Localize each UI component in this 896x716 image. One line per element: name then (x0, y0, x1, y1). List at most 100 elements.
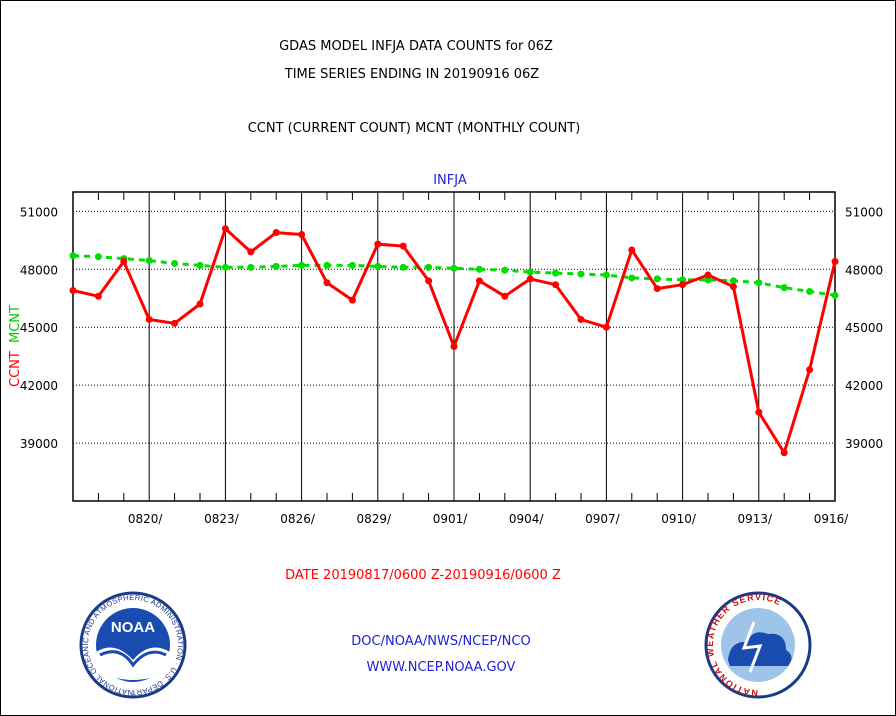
data-point-mcnt (399, 263, 407, 271)
series-mcnt (69, 252, 839, 299)
svg-text:NATIONAL OCEANIC AND ATMOSPHER: NATIONAL OCEANIC AND ATMOSPHERIC ADMINIS… (0, 0, 185, 697)
y-tick-label-right: 39000 (845, 437, 883, 451)
data-point-mcnt (831, 291, 839, 299)
data-point-ccnt (806, 366, 814, 374)
data-point-ccnt (552, 281, 560, 289)
y-axis-label-ccnt: CCNT (8, 351, 23, 387)
y-tick-label-left: 51000 (20, 205, 58, 219)
data-point-mcnt (526, 268, 534, 276)
data-point-ccnt (69, 286, 77, 294)
data-point-mcnt (602, 271, 610, 279)
data-point-ccnt (272, 229, 280, 237)
data-point-ccnt (196, 300, 204, 308)
data-point-mcnt (806, 287, 814, 295)
data-point-ccnt (501, 292, 509, 300)
x-tick-label: 0907/ (585, 512, 621, 526)
data-point-mcnt (94, 253, 102, 261)
data-point-ccnt (94, 292, 102, 300)
data-point-mcnt (298, 261, 306, 269)
data-point-mcnt (348, 261, 356, 269)
data-point-ccnt (704, 271, 712, 279)
series-ccnt (69, 225, 839, 457)
data-point-mcnt (628, 274, 636, 282)
x-tick-label: 0901/ (433, 512, 469, 526)
data-point-ccnt (628, 246, 636, 254)
x-tick-label: 0910/ (661, 512, 697, 526)
data-point-ccnt (577, 315, 585, 323)
noaa-ring-text: NATIONAL OCEANIC AND ATMOSPHERIC ADMINIS… (0, 0, 185, 697)
data-point-ccnt (526, 275, 534, 283)
data-point-mcnt (679, 276, 687, 284)
x-tick-label: 0913/ (738, 512, 774, 526)
data-point-ccnt (399, 242, 407, 250)
y-tick-label-left: 39000 (20, 437, 58, 451)
data-point-mcnt (552, 269, 560, 277)
data-point-mcnt (780, 284, 788, 292)
data-point-ccnt (450, 343, 458, 350)
data-point-mcnt (247, 263, 255, 271)
data-point-ccnt (729, 283, 737, 291)
data-point-mcnt (755, 279, 763, 287)
x-axis-tick-labels: 0820/0823/0826/0829/0901/0904/0907/0910/… (128, 512, 849, 526)
y-tick-label-left: 45000 (20, 321, 58, 335)
data-point-ccnt (171, 319, 179, 327)
data-point-mcnt (171, 259, 179, 267)
x-tick-label: 0823/ (204, 512, 240, 526)
y-tick-label-right: 42000 (845, 379, 883, 393)
x-tick-label: 0820/ (128, 512, 164, 526)
data-point-ccnt (653, 285, 661, 293)
data-point-mcnt (577, 270, 585, 278)
data-point-mcnt (501, 266, 509, 274)
y-tick-label-right: 45000 (845, 321, 883, 335)
org-path-label: DOC/NOAA/NWS/NCEP/NCO (351, 634, 530, 649)
date-range-label: DATE 20190817/0600 Z-20190916/0600 Z (285, 568, 561, 583)
nws-logo: NATIONAL WEATHER SERVICE (704, 591, 812, 699)
data-point-mcnt (475, 265, 483, 273)
data-point-mcnt (221, 263, 229, 271)
data-point-mcnt (653, 275, 661, 283)
data-point-ccnt (602, 323, 610, 331)
x-tick-label: 0829/ (357, 512, 393, 526)
y-axis-right-ticks: 39000 42000 45000 48000 51000 (845, 205, 883, 451)
data-point-ccnt (120, 258, 128, 266)
data-point-mcnt (272, 262, 280, 270)
data-point-mcnt (374, 262, 382, 270)
chart-subtitle: INFJA (433, 173, 467, 188)
plot-area: 39000 42000 45000 48000 51000 39000 42000 4500… (20, 191, 883, 526)
chart-title-line3: CCNT (CURRENT COUNT) MCNT (MONTHLY COUNT… (248, 121, 581, 136)
y-tick-label-right: 48000 (845, 263, 883, 277)
data-point-mcnt (704, 276, 712, 284)
data-point-ccnt (780, 449, 788, 457)
data-point-mcnt (145, 257, 153, 265)
data-point-ccnt (323, 279, 331, 287)
plot-border (72, 191, 836, 502)
data-point-ccnt (221, 225, 229, 233)
y-tick-label-left: 48000 (20, 263, 58, 277)
data-point-ccnt (755, 408, 763, 416)
y-axis-label-mcnt: MCNT (8, 305, 23, 343)
noaa-logo-text: NOAA (111, 619, 155, 636)
data-point-mcnt (69, 252, 77, 260)
data-point-ccnt (247, 248, 255, 256)
data-point-ccnt (348, 296, 356, 304)
website-label: WWW.NCEP.NOAA.GOV (367, 660, 516, 675)
y-tick-label-right: 51000 (845, 205, 883, 219)
data-point-ccnt (831, 258, 839, 266)
x-tick-label: 0826/ (280, 512, 316, 526)
data-point-mcnt (323, 261, 331, 269)
data-point-mcnt (196, 261, 204, 269)
noaa-logo: NOAA NATIONAL OCEANIC AND ATMOSPHERIC AD… (0, 0, 187, 699)
data-point-ccnt (425, 277, 433, 285)
x-tick-label: 0904/ (509, 512, 545, 526)
y-tick-label-left: 42000 (20, 379, 58, 393)
y-axis-left-ticks: 39000 42000 45000 48000 51000 (20, 205, 58, 451)
chart-title-line2: TIME SERIES ENDING IN 20190916 06Z (284, 67, 540, 82)
data-point-ccnt (145, 315, 153, 323)
data-point-ccnt (475, 277, 483, 285)
data-point-mcnt (425, 263, 433, 271)
data-point-mcnt (729, 277, 737, 285)
x-tick-label: 0916/ (814, 512, 850, 526)
data-point-ccnt (679, 281, 687, 289)
chart-title-line1: GDAS MODEL INFJA DATA COUNTS for 06Z (279, 39, 553, 54)
